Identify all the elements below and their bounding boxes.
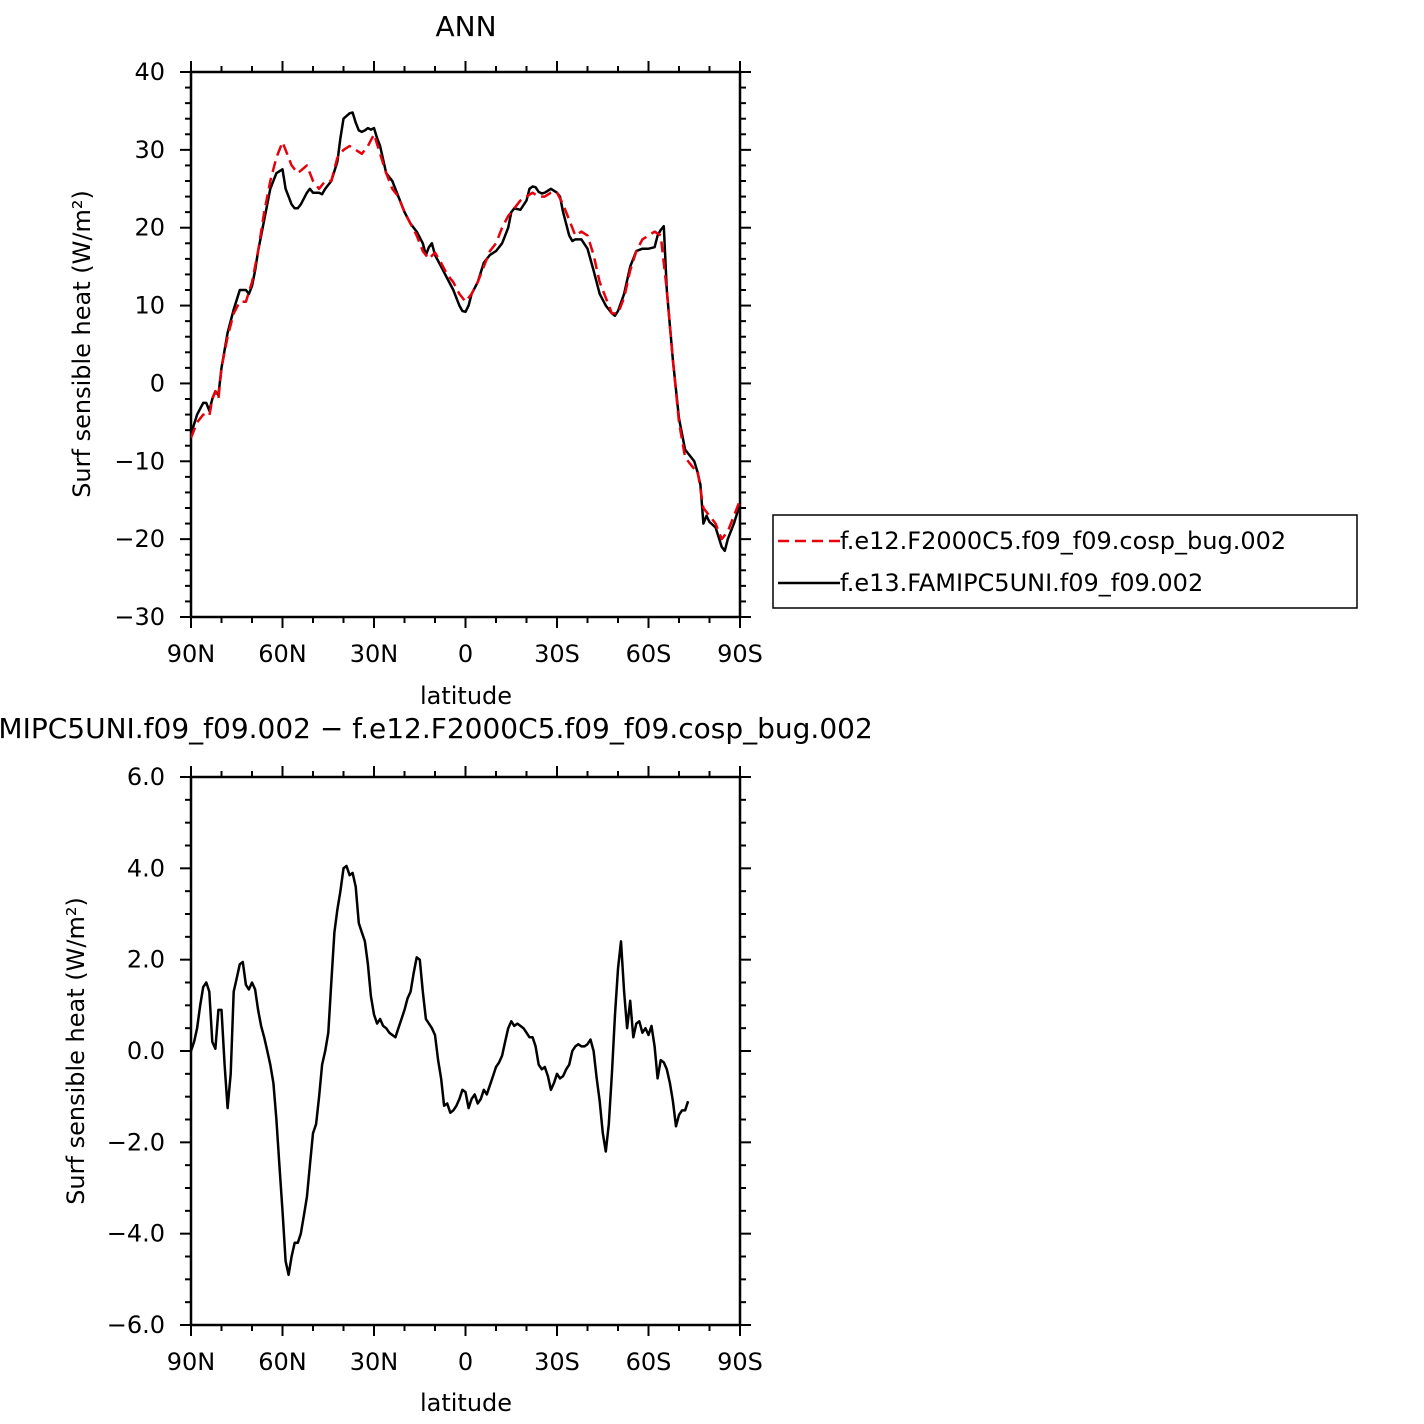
y-tick-label: −6.0 xyxy=(107,1311,165,1339)
y-tick-label: 0.0 xyxy=(127,1037,165,1065)
x-tick-label: 30N xyxy=(350,640,399,668)
x-tick-label: 30S xyxy=(534,1348,580,1376)
chart-bottom-y-axis-label: Surf sensible heat (W/m²) xyxy=(62,897,90,1205)
chart-top-plot-frame xyxy=(189,70,742,619)
chart-bottom-x-axis-label: latitude xyxy=(420,1389,512,1417)
x-tick-label: 90S xyxy=(717,1348,763,1376)
chart-bottom-title: f.e13.FAMIPC5UNI.f09_f09.002 − f.e12.F20… xyxy=(0,712,873,745)
chart-top-y-tick-labels: 40 30 20 10 0 −10 −20 −30 xyxy=(114,58,165,631)
chart-top-title: ANN xyxy=(435,10,496,43)
x-tick-label: 30N xyxy=(350,1348,399,1376)
chart-bottom-y-tick-labels: 6.0 4.0 2.0 0.0 −2.0 −4.0 −6.0 xyxy=(107,763,165,1339)
chart-top: ANN 90N 60N 30N 0 30S 60S 90S 40 30 20 10 0 −10 −20 −… xyxy=(68,10,1358,710)
x-tick-label: 30S xyxy=(534,640,580,668)
x-tick-label: 0 xyxy=(458,640,473,668)
y-tick-label: −2.0 xyxy=(107,1128,165,1156)
chart-top-x-axis-label: latitude xyxy=(420,682,512,710)
chart-top-x-tick-labels: 90N 60N 30N 0 30S 60S 90S xyxy=(167,640,763,668)
y-tick-label: 0 xyxy=(150,369,165,397)
y-tick-label: −20 xyxy=(114,525,165,553)
y-tick-label: 40 xyxy=(134,58,165,86)
y-tick-label: 30 xyxy=(134,136,165,164)
y-tick-label: 20 xyxy=(134,214,165,242)
x-tick-label: 60N xyxy=(258,640,307,668)
x-tick-label: 0 xyxy=(458,1348,473,1376)
x-tick-label: 90N xyxy=(167,1348,216,1376)
chart-top-series-line-f2000c5 xyxy=(191,133,740,541)
legend-frame xyxy=(772,514,1358,609)
chart-bottom-ticks xyxy=(180,766,751,1336)
y-tick-label: 6.0 xyxy=(127,763,165,791)
chart-top-y-axis-label: Surf sensible heat (W/m²) xyxy=(68,190,96,498)
x-tick-label: 90S xyxy=(717,640,763,668)
chart-bottom-plot-frame xyxy=(189,775,742,1327)
chart-bottom-x-tick-labels: 90N 60N 30N 0 30S 60S 90S xyxy=(167,1348,763,1376)
y-tick-label: −10 xyxy=(114,447,165,475)
y-tick-label: 4.0 xyxy=(127,854,165,882)
chart-bottom: f.e13.FAMIPC5UNI.f09_f09.002 − f.e12.F20… xyxy=(0,712,873,1417)
x-tick-label: 60S xyxy=(626,1348,672,1376)
chart-top-ticks xyxy=(180,61,751,628)
y-tick-label: 2.0 xyxy=(127,946,165,974)
y-tick-label: −30 xyxy=(114,603,165,631)
legend-label-f2000c5: f.e12.F2000C5.f09_f09.cosp_bug.002 xyxy=(840,527,1286,555)
x-tick-label: 60N xyxy=(258,1348,307,1376)
legend-label-famipc5uni: f.e13.FAMIPC5UNI.f09_f09.002 xyxy=(840,569,1203,597)
chart-top-legend: f.e12.F2000C5.f09_f09.cosp_bug.002 f.e13… xyxy=(772,514,1358,609)
chart-top-series-line-famipc5uni xyxy=(191,111,740,553)
x-tick-label: 60S xyxy=(626,640,672,668)
y-tick-label: 10 xyxy=(134,292,165,320)
chart-bottom-series-line-difference xyxy=(191,864,690,1277)
y-tick-label: −4.0 xyxy=(107,1220,165,1248)
x-tick-label: 90N xyxy=(167,640,216,668)
